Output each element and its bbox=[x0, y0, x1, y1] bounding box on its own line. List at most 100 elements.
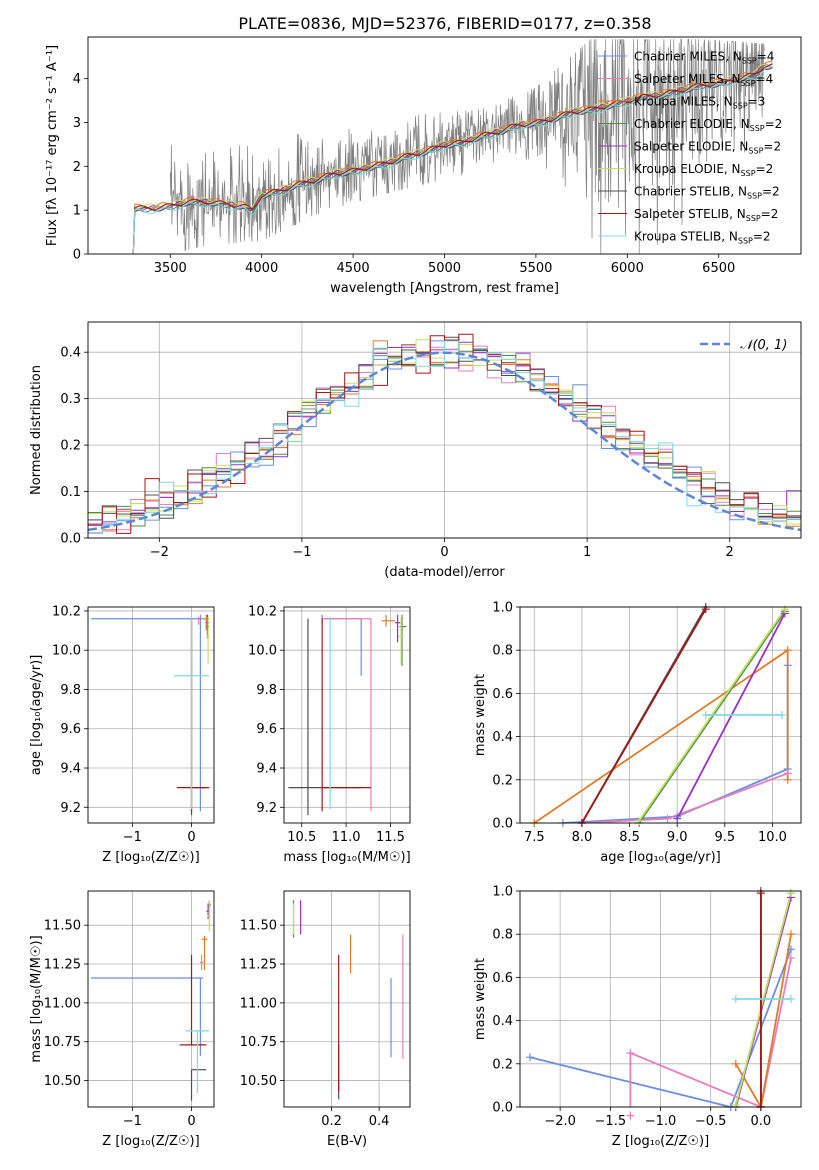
y-tick-label: 9.6 bbox=[256, 722, 277, 737]
model-line-chabrier_elodie bbox=[131, 64, 773, 254]
y-tick-label: 11.50 bbox=[44, 919, 81, 934]
x-tick-label: −1 bbox=[292, 545, 311, 560]
x-axis-label: age [log₁₀(age/yr)] bbox=[600, 850, 721, 865]
y-axis-label: Flux [fλ 10⁻¹⁷ erg cm⁻² s⁻¹ A⁻¹] bbox=[45, 45, 60, 246]
y-tick-label: 0.3 bbox=[60, 392, 81, 407]
panel-mass_vs_Z: −1 0 10.50 10.75 11.00 11.25 11.50 Z [log₁₀(Z/Z… bbox=[29, 890, 215, 1149]
x-tick-label: −1 bbox=[123, 1114, 142, 1129]
y-tick-label: 11.25 bbox=[240, 958, 277, 973]
y-tick-label: 10.2 bbox=[52, 604, 81, 619]
x-tick-label: 10.5 bbox=[287, 830, 316, 845]
histogram-salpeter_stelib bbox=[88, 333, 801, 534]
axes-frame bbox=[87, 36, 802, 255]
y-tick-label: 9.2 bbox=[60, 801, 81, 816]
normal-curve bbox=[88, 351, 801, 532]
legend-label: Kroupa ELODIE, NSSP=2 bbox=[634, 162, 773, 178]
y-tick-label: 0.2 bbox=[60, 439, 81, 454]
y-tick-label: 10.50 bbox=[44, 1074, 81, 1089]
x-tick-label: 0.0 bbox=[751, 1114, 772, 1129]
x-tick-label: 9.5 bbox=[714, 830, 735, 845]
plot-area bbox=[131, 38, 773, 254]
y-tick-label: 9.4 bbox=[256, 762, 277, 777]
y-tick-label: 1.0 bbox=[492, 885, 513, 900]
y-tick-label: 0.0 bbox=[492, 1101, 513, 1116]
x-tick-label: 7.5 bbox=[524, 830, 545, 845]
y-tick-label: 10.75 bbox=[240, 1035, 277, 1050]
x-tick-label: 4500 bbox=[337, 261, 370, 276]
x-tick-label: 9.0 bbox=[667, 830, 688, 845]
y-tick-label: 0.6 bbox=[492, 971, 513, 986]
figure-title: PLATE=0836, MJD=52376, FIBERID=0177, z=0… bbox=[238, 14, 651, 33]
x-tick-label: 6000 bbox=[611, 261, 644, 276]
x-axis-label: mass [log₁₀(M/M☉)] bbox=[283, 850, 410, 865]
y-tick-label: 9.8 bbox=[256, 683, 277, 698]
legend-label: Salpeter MILES, NSSP=4 bbox=[634, 72, 773, 88]
panel-mass_vs_EBV: 0.2 0.4 10.50 10.75 11.00 11.25 11.50 E(B-V) bbox=[240, 890, 411, 1149]
x-tick-label: −2.0 bbox=[544, 1114, 576, 1129]
weight-line-salpeter_elodie bbox=[676, 613, 786, 820]
x-tick-label: 1 bbox=[583, 545, 591, 560]
y-axis-label: age [log₁₀(age/yr)] bbox=[29, 655, 44, 776]
axes-frame bbox=[283, 890, 411, 1108]
x-tick-label: 5500 bbox=[519, 261, 552, 276]
x-tick-label: −0.5 bbox=[695, 1114, 727, 1129]
x-axis-label: E(B-V) bbox=[327, 1134, 367, 1149]
y-tick-label: 0 bbox=[73, 248, 81, 263]
y-tick-label: 3 bbox=[73, 116, 81, 131]
x-tick-label: 0.4 bbox=[369, 1114, 390, 1129]
x-axis-label: wavelength [Angstrom, rest frame] bbox=[330, 281, 559, 296]
plot-area bbox=[288, 614, 407, 816]
axes-frame bbox=[87, 606, 215, 824]
x-axis-label: (data-model)/error bbox=[384, 565, 505, 580]
panel-age_vs_Z: −1 0 9.2 9.4 9.6 9.8 10.0 10.2 Z [log₁₀(Z/Z☉)] ag… bbox=[29, 604, 215, 865]
y-tick-label: 0.8 bbox=[492, 928, 513, 943]
y-axis-label: mass weight bbox=[473, 958, 488, 1040]
y-tick-label: 9.8 bbox=[60, 683, 81, 698]
x-tick-label: 0 bbox=[440, 545, 448, 560]
y-tick-label: 10.0 bbox=[248, 644, 277, 659]
y-tick-label: 10.50 bbox=[240, 1074, 277, 1089]
x-tick-label: 4000 bbox=[245, 261, 278, 276]
y-tick-label: 1 bbox=[73, 204, 81, 219]
legend: 𝒩(0, 1) bbox=[700, 338, 787, 353]
x-axis-label: Z [log₁₀(Z/Z☉)] bbox=[102, 1134, 199, 1149]
plot-area bbox=[90, 614, 210, 816]
y-tick-label: 10.2 bbox=[248, 604, 277, 619]
axes-frame bbox=[283, 606, 411, 824]
x-tick-label: 3500 bbox=[154, 261, 187, 276]
weight-line-salpeter_miles bbox=[581, 772, 789, 823]
y-axis-label: Normed distribution bbox=[29, 365, 44, 495]
plot-area bbox=[533, 607, 789, 823]
legend-label: Chabrier STELIB, NSSP=2 bbox=[634, 185, 780, 201]
y-tick-label: 0.1 bbox=[60, 485, 81, 500]
y-tick-label: 0.0 bbox=[60, 532, 81, 547]
axes-frame bbox=[519, 606, 802, 824]
x-tick-label: −1.5 bbox=[595, 1114, 627, 1129]
x-tick-label: 8.0 bbox=[572, 830, 593, 845]
model-line-kroupa_stelib bbox=[131, 66, 773, 254]
y-tick-label: 0.4 bbox=[492, 1014, 513, 1029]
y-tick-label: 9.4 bbox=[60, 762, 81, 777]
x-tick-label: 10.0 bbox=[758, 830, 787, 845]
x-tick-label: −1 bbox=[123, 830, 142, 845]
x-tick-label: 8.5 bbox=[619, 830, 640, 845]
y-tick-label: 0.4 bbox=[60, 346, 81, 361]
x-tick-label: 11.0 bbox=[332, 830, 361, 845]
legend-label: 𝒩(0, 1) bbox=[740, 338, 787, 353]
legend-label: Salpeter STELIB, NSSP=2 bbox=[634, 207, 778, 223]
x-tick-label: −2 bbox=[150, 545, 169, 560]
legend: Chabrier MILES, NSSP=4 Salpeter MILES, NS… bbox=[598, 50, 782, 246]
y-tick-label: 11.25 bbox=[44, 958, 81, 973]
legend-label: Kroupa MILES, NSSP=3 bbox=[634, 95, 765, 111]
axes-frame bbox=[87, 321, 802, 539]
weight-line-salpeter_stelib bbox=[581, 608, 707, 823]
weight-line-chabrier_miles bbox=[529, 948, 792, 1107]
model-line-kroupa_miles bbox=[131, 61, 773, 254]
model-line-kroupa_elodie bbox=[131, 63, 773, 254]
x-tick-label: 0.2 bbox=[321, 1114, 342, 1129]
y-tick-label: 2 bbox=[73, 160, 81, 175]
panel-age_vs_mass: 10.5 11.0 11.5 9.2 9.4 9.6 9.8 10.0 10.2 mass [lo… bbox=[248, 604, 411, 865]
y-tick-label: 0.2 bbox=[492, 1057, 513, 1072]
axes-frame bbox=[87, 890, 215, 1108]
